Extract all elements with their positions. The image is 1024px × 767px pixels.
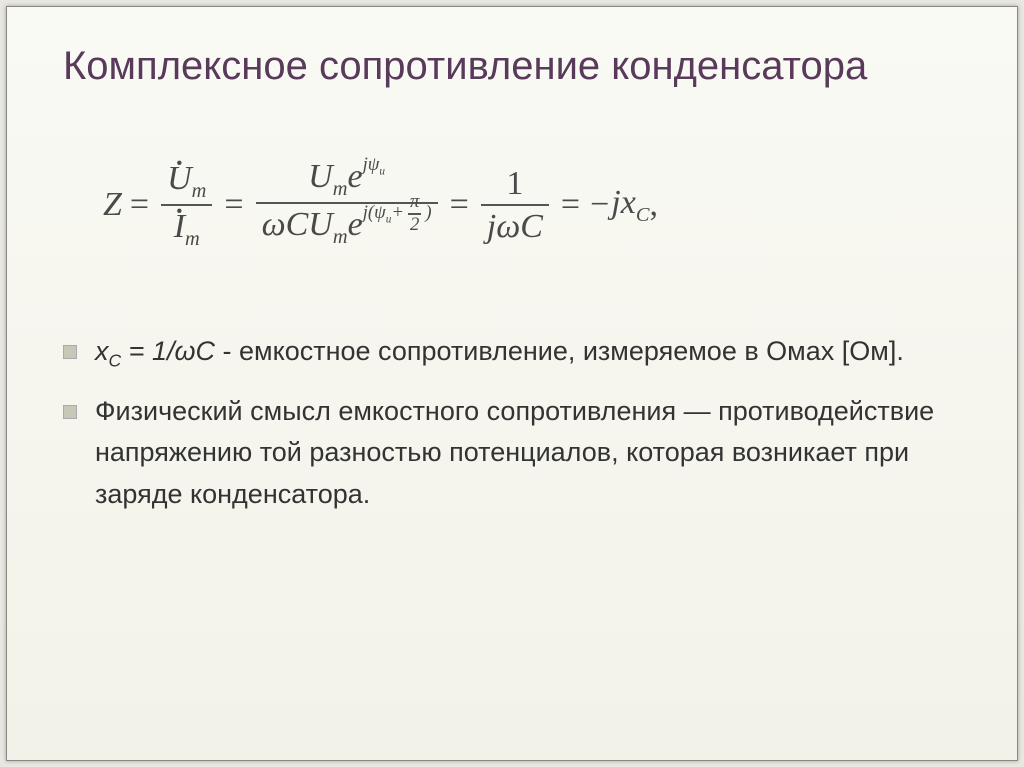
frac-Um-Im: Um Im [161,158,212,252]
frac-num-Um: Um [161,158,212,204]
equals-3: = [450,186,469,224]
bullet-1-tail: - емкостное сопротивление, измеряемое в … [215,336,904,366]
jwc: jωC [481,206,549,247]
sub-m-3: m [333,178,348,200]
bullet-item-1: xС = 1/ωС - емкостное сопротивление, изм… [63,331,961,375]
bullet-text-2: Физический смысл емкостного сопротивлени… [95,391,961,517]
omega-den: ω [262,206,286,243]
exp-num: jψu [363,155,385,178]
slide-title: Комплексное сопротивление конденсатора [63,41,961,91]
pi-num: π [408,192,421,213]
psi-sub-num: u [379,166,385,178]
pi-den: 2 [408,215,421,236]
e-den: e [348,206,363,243]
C-den: C [286,206,309,243]
psi-den: ψ [374,202,386,223]
bullet-marker-2 [63,405,77,419]
x-rest: = 1/ωС [121,336,215,366]
eq-comma: , [649,186,658,224]
exp-den: j(ψu+π2) [363,192,432,235]
minus: − [590,186,609,224]
equals-4: = [561,186,580,224]
pi-half: π2 [408,192,421,235]
bullet-marker-1 [63,345,77,359]
sub-m-1: m [192,180,207,202]
U2: U [308,158,333,195]
Um-den: Um [308,206,347,243]
x-sub-C: C [636,203,650,225]
equation-row: Z = Um Im = Umejψu ωCUmej(ψu+π2) [103,135,951,275]
bullet-item-2: Физический смысл емкостного сопротивлени… [63,391,961,517]
slide: Комплексное сопротивление конденсатора Z… [6,6,1018,761]
sub-m-4: m [333,226,348,248]
jx: jxC [611,184,649,227]
U3: U [308,206,333,243]
jx-text: jx [611,184,636,221]
xc-var: xС = 1/ωС [95,336,215,366]
equals-2: = [224,186,243,224]
j-den: j [363,202,368,223]
bullet-list: xС = 1/ωС - емкостное сопротивление, изм… [63,331,961,516]
frac-big-den: ωCUmej(ψu+π2) [256,204,438,254]
bullet-text-1: xС = 1/ωС - емкостное сопротивление, изм… [95,331,961,375]
x-var: x [95,336,109,366]
psi-num: ψ [368,154,380,175]
I-dot: I [174,208,185,245]
e-num: e [347,158,362,195]
main-equation: Z = Um Im = Umejψu ωCUmej(ψu+π2) [103,135,951,275]
psi-sub-den: u [386,214,392,226]
sub-m-2: m [185,228,200,250]
one: 1 [500,163,529,204]
frac-1-jwc: 1 jωC [481,163,549,248]
var-Z: Z [103,186,122,224]
frac-big: Umejψu ωCUmej(ψu+π2) [256,156,438,255]
frac-den-Im: Im [168,206,206,252]
equals-1: = [130,186,149,224]
Um-num: Um [308,158,347,195]
x-sub: С [109,350,122,370]
